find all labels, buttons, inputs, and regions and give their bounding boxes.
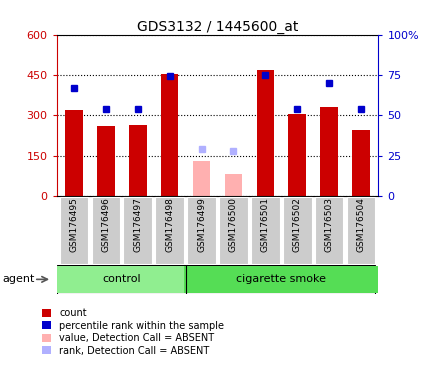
Bar <box>256 70 273 196</box>
Text: agent: agent <box>3 274 35 285</box>
Text: GSM176496: GSM176496 <box>101 197 110 252</box>
FancyBboxPatch shape <box>346 197 375 264</box>
Text: GSM176498: GSM176498 <box>165 197 174 252</box>
Text: GSM176504: GSM176504 <box>355 197 365 252</box>
Text: GSM176502: GSM176502 <box>292 197 301 252</box>
Text: GSM176503: GSM176503 <box>324 197 333 252</box>
Bar <box>129 124 146 196</box>
Bar <box>192 161 210 196</box>
Bar <box>319 107 337 196</box>
Legend: count, percentile rank within the sample, value, Detection Call = ABSENT, rank, : count, percentile rank within the sample… <box>39 306 226 358</box>
FancyBboxPatch shape <box>123 197 152 264</box>
Text: cigarette smoke: cigarette smoke <box>236 274 326 285</box>
Bar <box>288 114 305 196</box>
FancyBboxPatch shape <box>187 197 215 264</box>
Bar <box>65 110 82 196</box>
FancyBboxPatch shape <box>184 266 378 293</box>
FancyBboxPatch shape <box>56 266 187 293</box>
FancyBboxPatch shape <box>92 197 120 264</box>
FancyBboxPatch shape <box>282 197 311 264</box>
Bar <box>224 174 242 196</box>
Text: GSM176501: GSM176501 <box>260 197 269 252</box>
Text: GSM176497: GSM176497 <box>133 197 142 252</box>
Bar <box>352 130 369 196</box>
FancyBboxPatch shape <box>219 197 247 264</box>
Text: control: control <box>102 274 141 285</box>
FancyBboxPatch shape <box>314 197 342 264</box>
FancyBboxPatch shape <box>250 197 279 264</box>
Bar <box>97 126 115 196</box>
Title: GDS3132 / 1445600_at: GDS3132 / 1445600_at <box>137 20 297 33</box>
Text: GSM176500: GSM176500 <box>228 197 237 252</box>
FancyBboxPatch shape <box>155 197 184 264</box>
Text: GSM176499: GSM176499 <box>197 197 206 252</box>
Text: GSM176495: GSM176495 <box>69 197 79 252</box>
Bar <box>161 74 178 196</box>
FancyBboxPatch shape <box>59 197 88 264</box>
